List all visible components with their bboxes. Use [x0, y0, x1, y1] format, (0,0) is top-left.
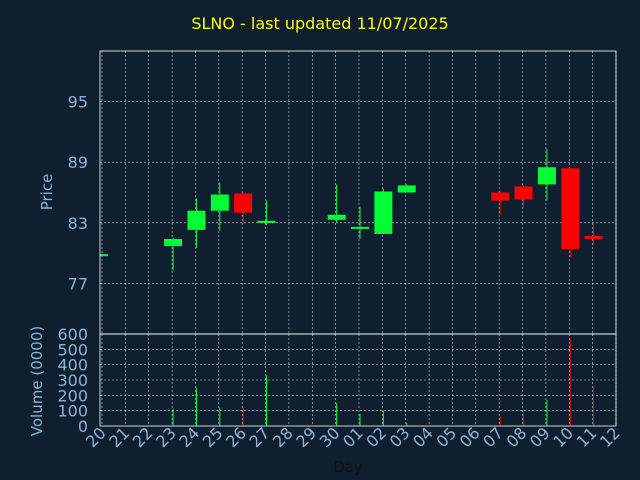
candle-body: [537, 167, 556, 185]
candle-body: [514, 186, 533, 200]
volume-panel-frame: [99, 333, 617, 427]
volume-tick-label: 300: [57, 371, 88, 390]
price-tick-label: 89: [68, 153, 88, 172]
volume-tick-label: 0: [78, 417, 88, 436]
price-tick-label: 95: [68, 93, 88, 112]
x-tick-labels: 2021222324252627282930010203040506070809…: [82, 423, 624, 451]
volume-tick-label: 600: [57, 325, 88, 344]
price-tick-label: 83: [68, 214, 88, 233]
candle-body: [234, 193, 253, 213]
candle-body: [374, 191, 393, 234]
candles: [100, 149, 603, 271]
candle-body: [397, 185, 416, 193]
volume-bars: [172, 338, 595, 426]
candle-body: [187, 210, 206, 230]
candle-body: [257, 220, 276, 223]
volume-axis-label: Volume (0000): [28, 326, 46, 436]
candle-body: [351, 226, 369, 229]
price-tick-label: 77: [68, 274, 88, 293]
volume-tick-label: 100: [57, 402, 88, 421]
candle-body: [561, 168, 580, 250]
chart-title: SLNO - last updated 11/07/2025: [191, 14, 449, 33]
candle-body: [164, 238, 183, 247]
candle-body: [584, 235, 603, 239]
y-axis-label: Price: [38, 174, 56, 211]
volume-tick-label: 200: [57, 386, 88, 405]
candle-body: [100, 254, 108, 257]
price-panel-frame: [99, 50, 617, 335]
candle-body: [491, 192, 510, 201]
x-tick-label: 12: [596, 423, 624, 451]
candle-body: [210, 194, 229, 211]
volume-tick-label: 500: [57, 340, 88, 359]
volume-tick-label: 400: [57, 356, 88, 375]
plot-frames: [99, 50, 617, 427]
x-axis-label: Day: [333, 458, 363, 476]
grid-lines: [100, 51, 617, 426]
candle-body: [327, 214, 346, 220]
